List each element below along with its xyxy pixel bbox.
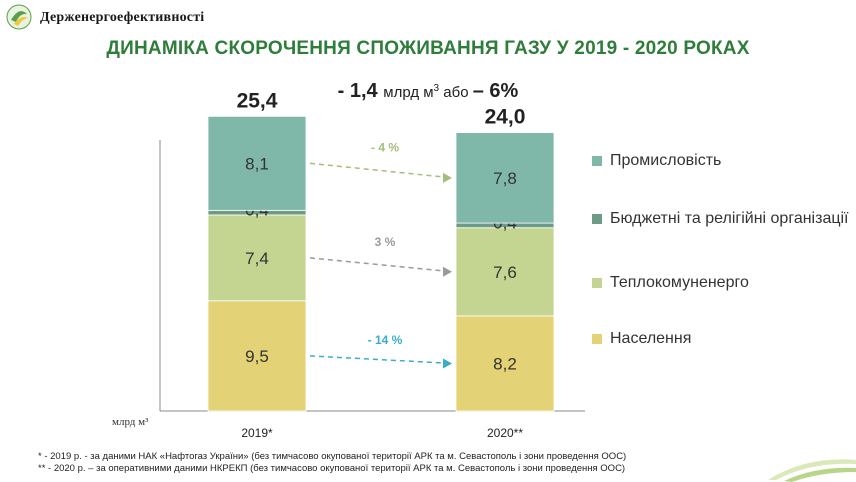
legend-label: Промисловість (610, 152, 722, 169)
change-arrow-line (309, 162, 453, 179)
legend-swatch (592, 334, 602, 344)
brand-name: Держенергоефективності (40, 10, 205, 25)
bar-segment (455, 132, 555, 224)
bar-segment (455, 227, 555, 317)
legend-label: Населення (610, 330, 692, 347)
change-arrowhead (443, 358, 452, 369)
change-arrowhead (443, 266, 452, 277)
legend-item-budget: Бюджетні та релігійні організації (592, 180, 852, 272)
data-label: 7,6 (493, 263, 517, 282)
change-arrow-line (309, 355, 453, 365)
legend-item-industry: Промисловість (592, 150, 852, 180)
footnote-1: * - 2019 р. - за даними НАК «Нафтогаз Ук… (38, 451, 627, 462)
data-label: 8,2 (493, 354, 517, 373)
legend-swatch (592, 156, 602, 166)
data-label: 9,5 (245, 347, 269, 366)
chart-subtitle: - 1,4 млрд м3 або – 6% (0, 80, 856, 103)
logo-icon (6, 4, 32, 30)
logo: Держенергоефективності (6, 4, 266, 34)
total-label: 25,4 (237, 89, 278, 112)
subtitle-tail: – 6% (472, 80, 519, 102)
x-tick-label: 2019* (241, 426, 273, 440)
bar-segment (207, 115, 307, 211)
y-axis-label: млрд м³ (112, 416, 149, 428)
change-label: 3 % (375, 235, 396, 249)
chart-title: ДИНАМІКА СКОРОЧЕННЯ СПОЖИВАННЯ ГАЗУ У 20… (106, 38, 750, 59)
data-label: 7,8 (493, 169, 517, 188)
footnote-2: ** - 2020 р. – за оперативними даними НК… (38, 463, 626, 474)
change-label: - 4 % (371, 140, 399, 154)
decorative-swoosh (768, 459, 856, 482)
data-label: 7,4 (245, 249, 269, 268)
legend-item-population: Населення (592, 328, 852, 350)
bar-segment (455, 315, 555, 412)
legend-swatch (592, 278, 602, 288)
change-label: - 14 % (368, 333, 403, 347)
legend-label: Бюджетні та релігійні організації (610, 210, 849, 227)
legend-item-heat: Теплокомуненерго (592, 272, 852, 328)
change-arrow-line (309, 257, 453, 273)
legend-label: Теплокомуненерго (610, 274, 749, 291)
change-arrowhead (443, 172, 452, 183)
legend-swatch (592, 214, 602, 224)
data-label: 8,1 (245, 154, 269, 173)
subtitle-lead: - 1,4 (337, 80, 378, 102)
total-label: 24,0 (485, 106, 526, 129)
subtitle-unit: млрд м3 або (383, 83, 473, 101)
x-tick-label: 2020** (487, 426, 523, 440)
legend: Промисловість Бюджетні та релігійні орга… (592, 150, 852, 350)
